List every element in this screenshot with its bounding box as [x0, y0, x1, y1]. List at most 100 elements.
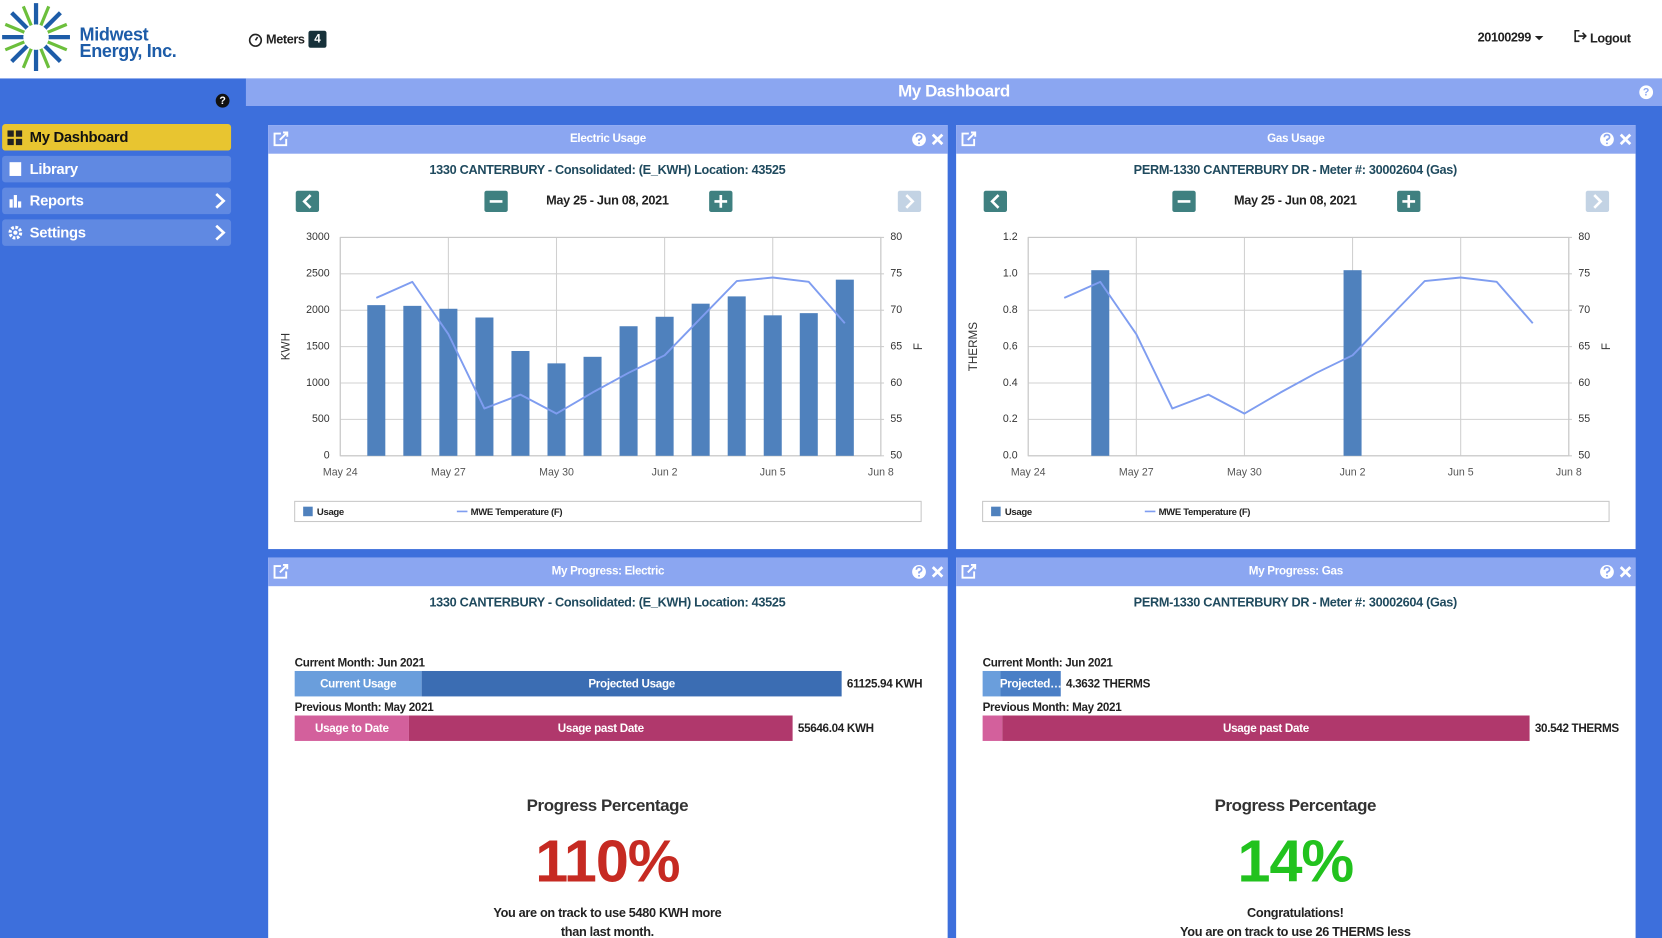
widget-header: My Progress: Electric [268, 557, 948, 587]
icon [931, 133, 944, 146]
y2-tick-label: 80 [1578, 231, 1590, 243]
progress-message: than last month. [561, 924, 654, 938]
y2-tick-label: 65 [890, 340, 902, 352]
menu-item[interactable]: Settings [2, 219, 232, 246]
segment-label: Current Usage [320, 677, 397, 690]
bar [691, 303, 710, 456]
zoom-in-button[interactable] [1397, 190, 1421, 212]
y-tick-label: 0.0 [1003, 450, 1018, 462]
next-button[interactable] [1585, 190, 1610, 212]
percent-value: 14% [1238, 828, 1354, 895]
zoom-out-button[interactable] [484, 190, 508, 212]
icon [961, 564, 977, 579]
widget-body: 1330 CANTERBURY - Consolidated: (E_KWH) … [279, 162, 925, 523]
close-button[interactable] [931, 133, 944, 146]
y-tick-label: 2500 [306, 268, 330, 280]
help-button[interactable] [912, 564, 926, 579]
menu-item[interactable]: Reports [2, 187, 232, 215]
help-button[interactable] [912, 132, 926, 147]
y2-tick-label: 75 [1578, 268, 1590, 280]
icon [915, 566, 923, 577]
legend [294, 500, 922, 523]
bar [511, 350, 530, 456]
popout-button[interactable] [273, 564, 289, 579]
bar [727, 296, 746, 456]
help-button[interactable] [1600, 132, 1614, 147]
popout-button[interactable] [961, 564, 977, 579]
segment-label: Usage to Date [315, 722, 389, 735]
icon [915, 133, 923, 145]
prev-button[interactable] [295, 190, 320, 212]
bar-caption: Current Month: Jun 2021 [983, 657, 1114, 670]
popout-button[interactable] [273, 131, 289, 147]
menu-item[interactable]: My Dashboard [2, 124, 232, 151]
svg-text:?: ? [1643, 87, 1649, 99]
progress-message: You are on track to use 26 THERMS less [1180, 924, 1411, 938]
prev-button[interactable] [983, 190, 1007, 212]
bar [619, 326, 638, 456]
svg-text:?: ? [219, 95, 225, 107]
widget-subtitle: PERM-1330 CANTERBURY DR - Meter #: 30002… [1134, 594, 1457, 609]
help-button[interactable] [1600, 564, 1614, 579]
bar [475, 317, 494, 456]
bar [655, 316, 674, 456]
account-menu[interactable]: 20100299 [1477, 29, 1532, 45]
y2-axis-label: F [1600, 343, 1613, 350]
segment-label: Usage past Date [1223, 722, 1310, 735]
y-tick-label: 0.6 [1003, 340, 1018, 352]
widget-icons [961, 131, 1632, 147]
bar-caption: Current Month: Jun 2021 [295, 657, 426, 670]
y2-tick-label: 80 [890, 231, 902, 243]
y2-tick-label: 60 [1578, 377, 1590, 389]
zoom-out-button[interactable] [1172, 190, 1196, 212]
meters-link[interactable]: Meters [266, 31, 305, 47]
y2-tick-label: 55 [1578, 413, 1590, 425]
popout-button[interactable] [961, 131, 977, 147]
zoom-in-button[interactable] [709, 190, 733, 212]
icon [1402, 195, 1416, 208]
icon [931, 566, 944, 578]
logo [2, 3, 70, 72]
y2-tick-label: 50 [1578, 450, 1590, 462]
widget: My Progress: Gas PERM-1330 CANTERBURY DR … [956, 557, 1636, 938]
brand-line: Energy, Inc. [79, 41, 177, 62]
x-tick-label: Jun 5 [760, 467, 786, 479]
logout-link[interactable]: Logout [1589, 30, 1631, 46]
caret [1534, 36, 1544, 41]
segment-label: Usage past Date [558, 722, 645, 735]
bar-total: 61125.94 KWH [847, 677, 922, 690]
top-bar: Midwest Energy, Inc. Meters 4 20100299 L… [0, 0, 1662, 79]
percent-title: Progress Percentage [1215, 796, 1376, 815]
x-tick-label: Jun 2 [1340, 467, 1366, 479]
menu-item[interactable]: Library [2, 155, 232, 183]
bar [547, 363, 566, 456]
y-axis-label: THERMS [967, 322, 980, 371]
bar [439, 308, 458, 456]
y2-tick-label: 50 [890, 450, 902, 462]
y-axis-label: KWH [279, 333, 292, 360]
bar-segment [982, 715, 1003, 741]
y2-tick-label: 75 [890, 268, 902, 280]
x-tick-label: Jun 8 [1556, 467, 1582, 479]
widget-header: Electric Usage [268, 125, 948, 154]
next-button[interactable] [897, 190, 922, 212]
help-icon[interactable]: ? [1639, 85, 1654, 100]
button [897, 190, 922, 212]
y2-tick-label: 55 [890, 413, 902, 425]
chart-subtitle: 1330 CANTERBURY - Consolidated: (E_KWH) … [429, 162, 785, 177]
help-icon[interactable]: ? [215, 93, 230, 108]
close-button[interactable] [1619, 133, 1632, 146]
bar [367, 305, 386, 456]
close-button[interactable] [1619, 566, 1632, 578]
y-tick-label: 2000 [306, 304, 330, 316]
bar-segment [421, 670, 842, 697]
x-tick-label: Jun 2 [652, 467, 678, 479]
close-button[interactable] [931, 566, 944, 578]
bar [835, 279, 854, 456]
icon [1593, 194, 1603, 209]
legend-label: MWE Temperature (F) [471, 507, 563, 518]
x-tick-label: May 30 [1227, 467, 1262, 479]
y2-tick-label: 65 [1578, 340, 1590, 352]
menu-label: Settings [29, 223, 86, 241]
